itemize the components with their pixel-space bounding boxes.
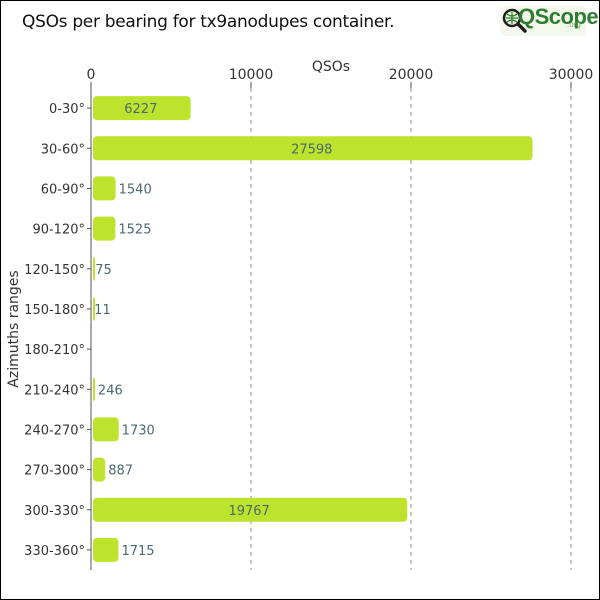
category-labels: 0-30° 30-60° 60-90° 90-120° 120-150° 150-180°…	[24, 102, 91, 559]
bar	[93, 296, 95, 321]
bar	[93, 256, 95, 281]
bar	[93, 136, 533, 161]
value-label: 75	[95, 263, 112, 278]
value-label: 1730	[122, 423, 155, 438]
logo-suffix-text: .org	[567, 20, 581, 29]
category-label: 30-60°	[41, 142, 85, 157]
x-tick-label: 20000	[389, 67, 434, 83]
category-label: 240-270°	[24, 423, 85, 438]
bar	[93, 537, 119, 562]
bar	[93, 176, 116, 201]
bar	[93, 417, 119, 442]
value-label: 246	[98, 383, 123, 398]
value-label: 6227	[124, 102, 157, 117]
value-label: 11	[94, 303, 111, 318]
y-axis-label: Azimuths ranges	[6, 270, 22, 387]
value-label: 19767	[228, 504, 269, 519]
x-tick-label: 10000	[229, 67, 274, 83]
category-label: 210-240°	[24, 383, 85, 398]
value-label: 1525	[118, 223, 151, 238]
category-label: 330-360°	[24, 544, 85, 559]
category-label: 300-330°	[24, 504, 85, 519]
category-label: 90-120°	[32, 223, 85, 238]
x-tick-label: 0	[87, 67, 96, 83]
category-label: 180-210°	[24, 343, 85, 358]
x-tick-labels: 0 10000 20000 30000	[87, 67, 594, 88]
logo-brand-text: QScope	[518, 4, 599, 29]
value-label: 887	[108, 464, 133, 479]
category-label: 0-30°	[49, 102, 85, 117]
grid-lines	[90, 88, 572, 570]
value-label: 1715	[121, 544, 154, 559]
bar	[93, 497, 408, 522]
bar	[93, 216, 116, 241]
category-label: 120-150°	[24, 263, 85, 278]
bars: 6227 27598 1540 1525 75 11 246 1730 887 19767 1715	[93, 96, 533, 562]
category-label: 60-90°	[41, 182, 85, 197]
x-tick-label: 30000	[549, 67, 594, 83]
chart-title: QSOs per bearing for tx9anodupes contain…	[22, 12, 395, 32]
bar	[93, 377, 95, 402]
bar	[93, 96, 191, 121]
category-label: 270-300°	[24, 464, 85, 479]
bar	[93, 457, 106, 482]
value-label: 27598	[291, 142, 332, 157]
category-label: 150-180°	[24, 303, 85, 318]
x-axis-label: QSOs	[312, 59, 350, 75]
value-label: 1540	[119, 182, 152, 197]
